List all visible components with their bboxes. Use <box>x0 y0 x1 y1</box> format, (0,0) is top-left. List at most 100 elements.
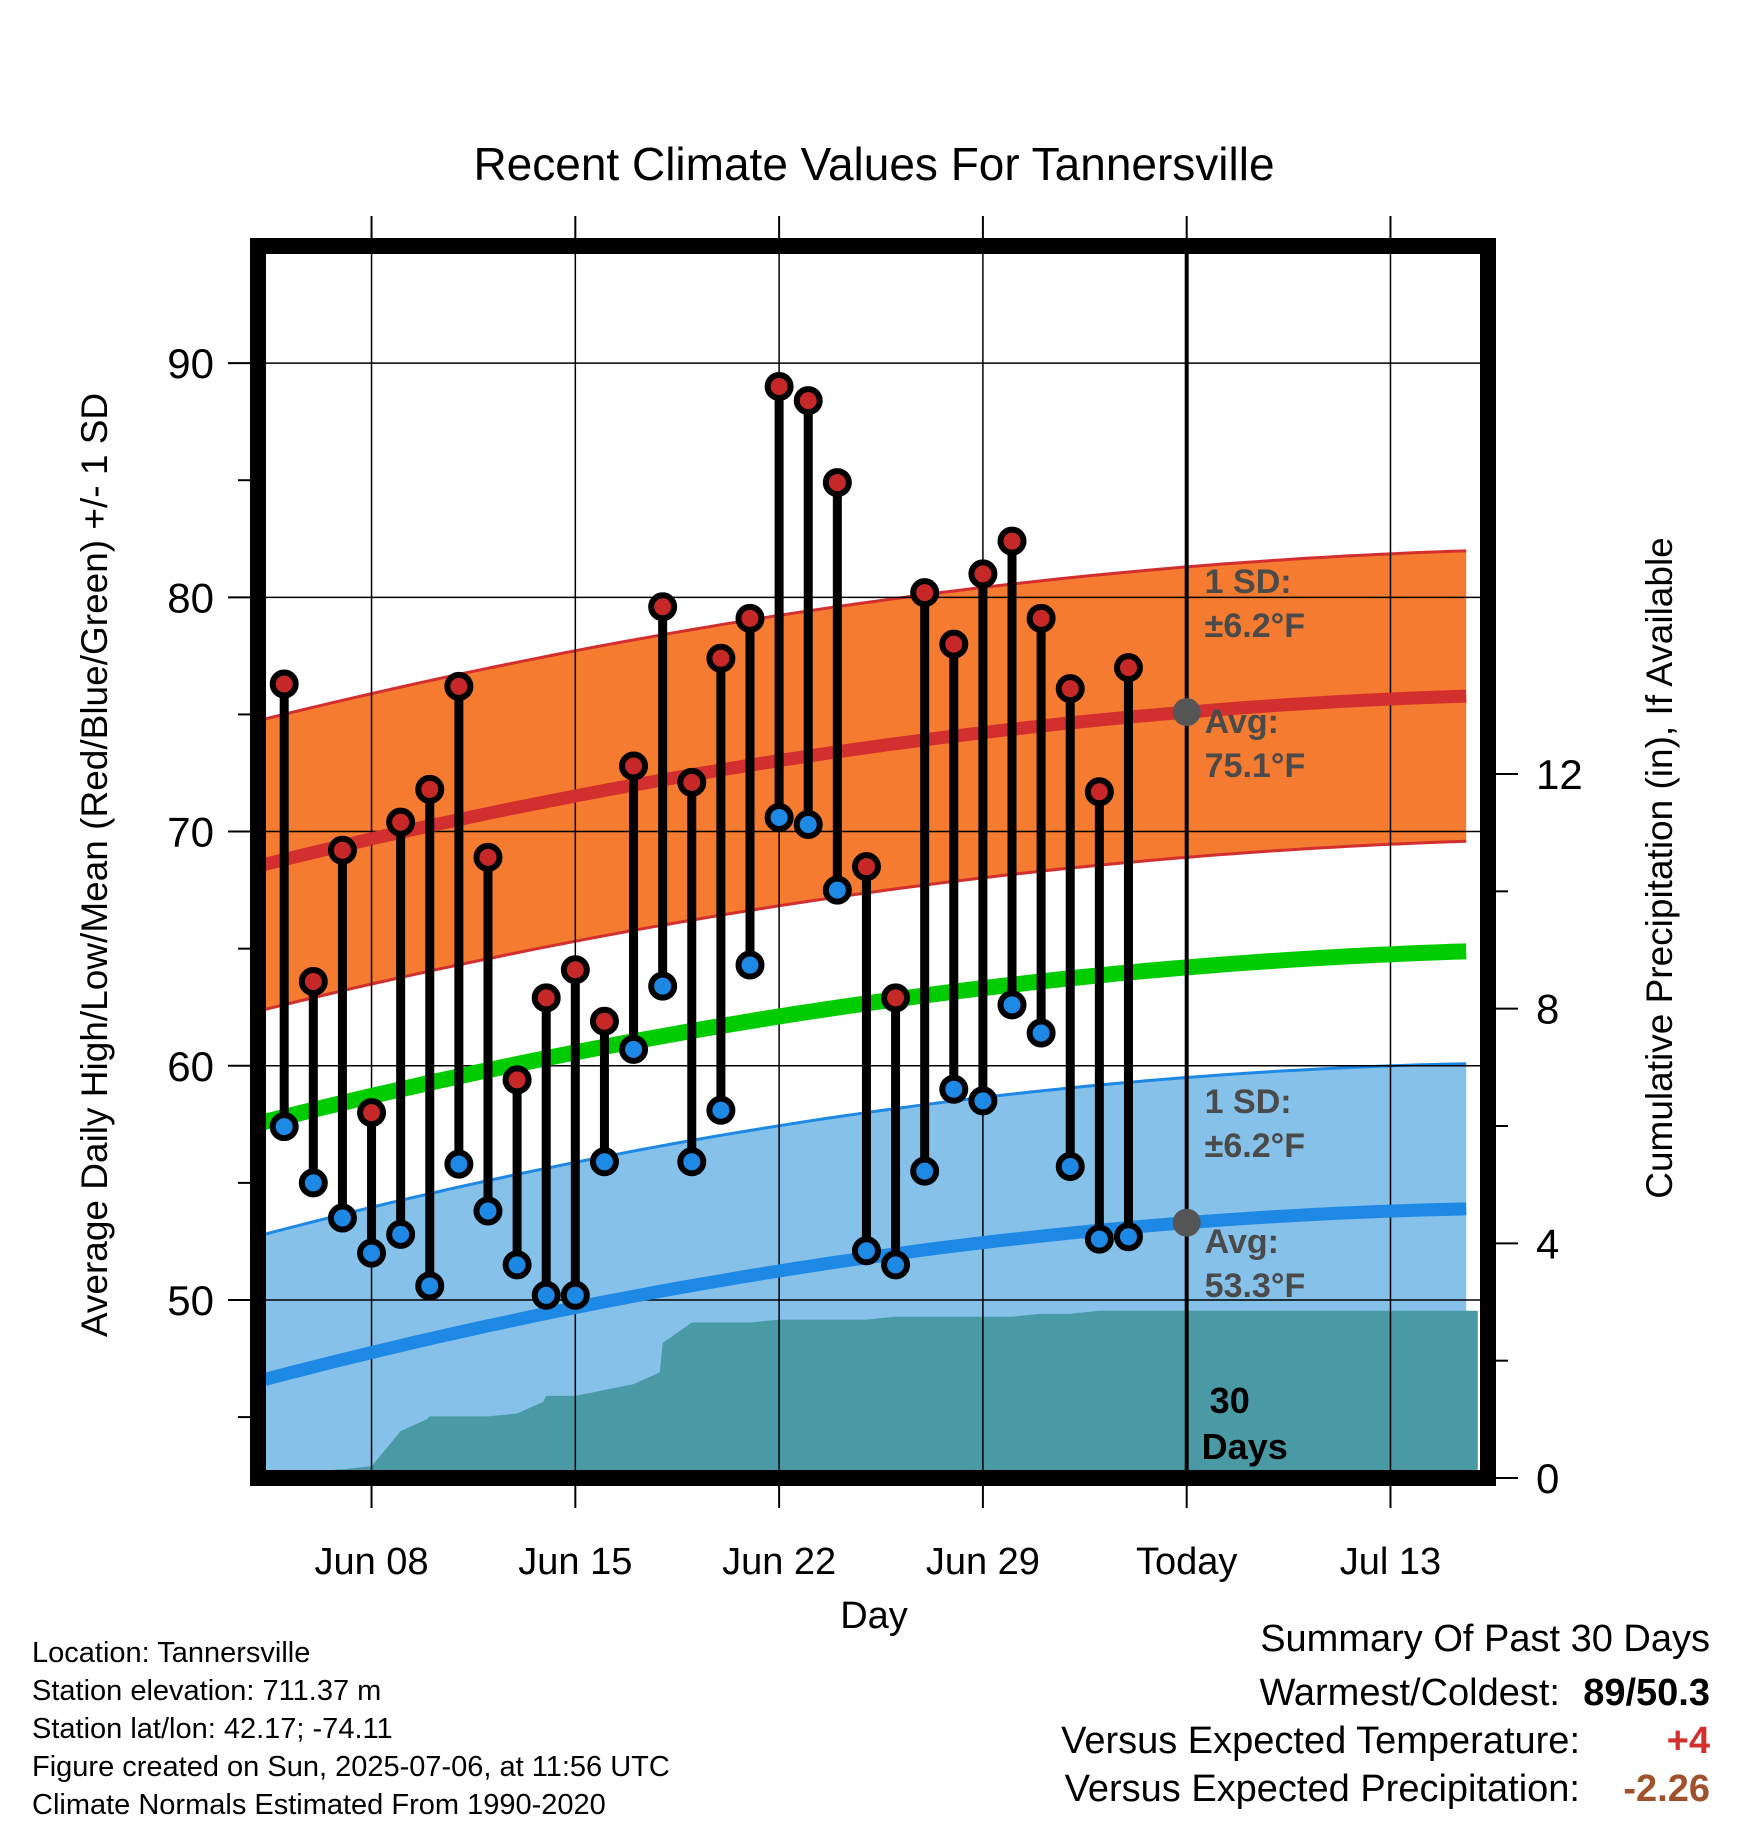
y2-tick-label: 12 <box>1536 751 1583 798</box>
plot-frame <box>250 238 1496 1486</box>
summary-precip-value: -2.26 <box>1623 1768 1710 1810</box>
summary-temp-row: Versus Expected Temperature: +4 <box>810 1720 1710 1768</box>
y-tick-label: 70 <box>167 809 214 856</box>
high-point <box>822 468 852 498</box>
station-info: Location: Tannersville Station elevation… <box>32 1634 670 1824</box>
info-normals: Climate Normals Estimated From 1990-2020 <box>32 1789 606 1821</box>
low-point <box>1113 1222 1143 1252</box>
low-point <box>1026 1018 1056 1048</box>
x-tick-label: Jun 22 <box>722 1541 836 1583</box>
y-axis-label: Average Daily High/Low/Mean (Red/Blue/Gr… <box>74 393 115 1337</box>
low-point <box>444 1149 474 1179</box>
low-point <box>298 1168 328 1198</box>
high-point <box>1026 603 1056 633</box>
high-point <box>706 643 736 673</box>
chart-title: Recent Climate Values For Tannersville <box>473 138 1274 190</box>
low-point <box>1084 1224 1114 1254</box>
precip-annotation-line1: 30 <box>1210 1380 1250 1421</box>
low-point <box>648 971 678 1001</box>
info-created: Figure created on Sun, 2025-07-06, at 11… <box>32 1751 670 1783</box>
summary-precip-row: Versus Expected Precipitation: -2.26 <box>810 1768 1710 1816</box>
high-point <box>589 1006 619 1036</box>
high-point <box>357 1098 387 1128</box>
high-point <box>648 592 678 622</box>
today-high-avg-marker <box>1172 698 1201 727</box>
low-point <box>589 1147 619 1177</box>
high-point <box>269 669 299 699</box>
high-point <box>997 526 1027 556</box>
high-point <box>386 807 416 837</box>
y2-tick-label: 4 <box>1536 1220 1559 1267</box>
y-tick-label: 50 <box>167 1277 214 1324</box>
high-point <box>1055 674 1085 704</box>
x-axis-label: Day <box>840 1595 908 1637</box>
low-sd-band <box>258 1063 1467 1478</box>
low-point <box>822 875 852 905</box>
y2-axis-label: Cumulative Precipitation (in), If Availa… <box>1639 537 1680 1199</box>
high-avg-annotation-line1: Avg: <box>1205 703 1279 741</box>
low-point <box>764 802 794 832</box>
low-point <box>560 1280 590 1310</box>
low-sd-annotation-line1: 1 SD: <box>1205 1083 1292 1121</box>
low-point <box>997 990 1027 1020</box>
today-low-avg-marker <box>1172 1208 1201 1237</box>
high-point <box>793 386 823 416</box>
y2-tick-label: 8 <box>1536 986 1559 1033</box>
high-point <box>1113 653 1143 683</box>
high-sd-annotation-line1: 1 SD: <box>1205 563 1292 601</box>
x-tick-label: Jun 08 <box>314 1541 428 1583</box>
low-point <box>677 1147 707 1177</box>
high-point <box>851 852 881 882</box>
info-elevation: Station elevation: 711.37 m <box>32 1675 382 1707</box>
high-sd-band <box>258 550 1467 1012</box>
y-tick-label: 80 <box>167 574 214 621</box>
high-point <box>560 955 590 985</box>
precip-area <box>258 1310 1478 1478</box>
high-point <box>881 983 911 1013</box>
low-point <box>357 1238 387 1268</box>
low-point <box>327 1203 357 1233</box>
high-point <box>968 559 998 589</box>
high-sd-annotation-line2: ±6.2°F <box>1205 607 1305 645</box>
info-location: Location: Tannersville <box>32 1637 311 1669</box>
summary-precip-label: Versus Expected Precipitation: <box>1064 1768 1580 1810</box>
x-tick-label: Jun 15 <box>518 1541 632 1583</box>
low-point <box>735 950 765 980</box>
high-point <box>415 774 445 804</box>
high-point <box>444 671 474 701</box>
high-point <box>910 578 940 608</box>
low-point <box>473 1196 503 1226</box>
low-sd-annotation-line2: ±6.2°F <box>1205 1127 1305 1165</box>
high-point <box>735 603 765 633</box>
precip-annotation-line2: Days <box>1202 1426 1288 1467</box>
x-tick-label: Today <box>1136 1541 1237 1583</box>
high-point <box>502 1065 532 1095</box>
low-point <box>531 1280 561 1310</box>
low-point <box>1146 0 1169 12</box>
high-avg-annotation-line2: 75.1°F <box>1205 747 1306 785</box>
high-point <box>473 842 503 872</box>
low-point <box>386 1219 416 1249</box>
low-point <box>881 1250 911 1280</box>
high-point <box>1084 777 1114 807</box>
low-point <box>1055 1151 1085 1181</box>
summary-panel: Summary Of Past 30 Days Warmest/Coldest:… <box>810 1618 1710 1816</box>
low-point <box>793 810 823 840</box>
high-point <box>298 966 328 996</box>
summary-warmest-value: 89/50.3 <box>1583 1672 1710 1714</box>
y2-tick-label: 0 <box>1536 1455 1559 1502</box>
summary-title: Summary Of Past 30 Days <box>1260 1618 1710 1660</box>
high-point <box>327 835 357 865</box>
low-avg-annotation-line2: 53.3°F <box>1205 1267 1306 1305</box>
low-point <box>269 1112 299 1142</box>
low-point <box>851 1236 881 1266</box>
low-point <box>910 1156 940 1186</box>
low-point <box>939 1074 969 1104</box>
summary-warmest-label: Warmest/Coldest: <box>1259 1672 1560 1714</box>
y-tick-label: 60 <box>167 1043 214 1090</box>
low-point <box>415 1271 445 1301</box>
summary-temp-value: +4 <box>1666 1720 1710 1762</box>
summary-warmest-row: Warmest/Coldest: 89/50.3 <box>810 1672 1710 1720</box>
low-point <box>502 1250 532 1280</box>
